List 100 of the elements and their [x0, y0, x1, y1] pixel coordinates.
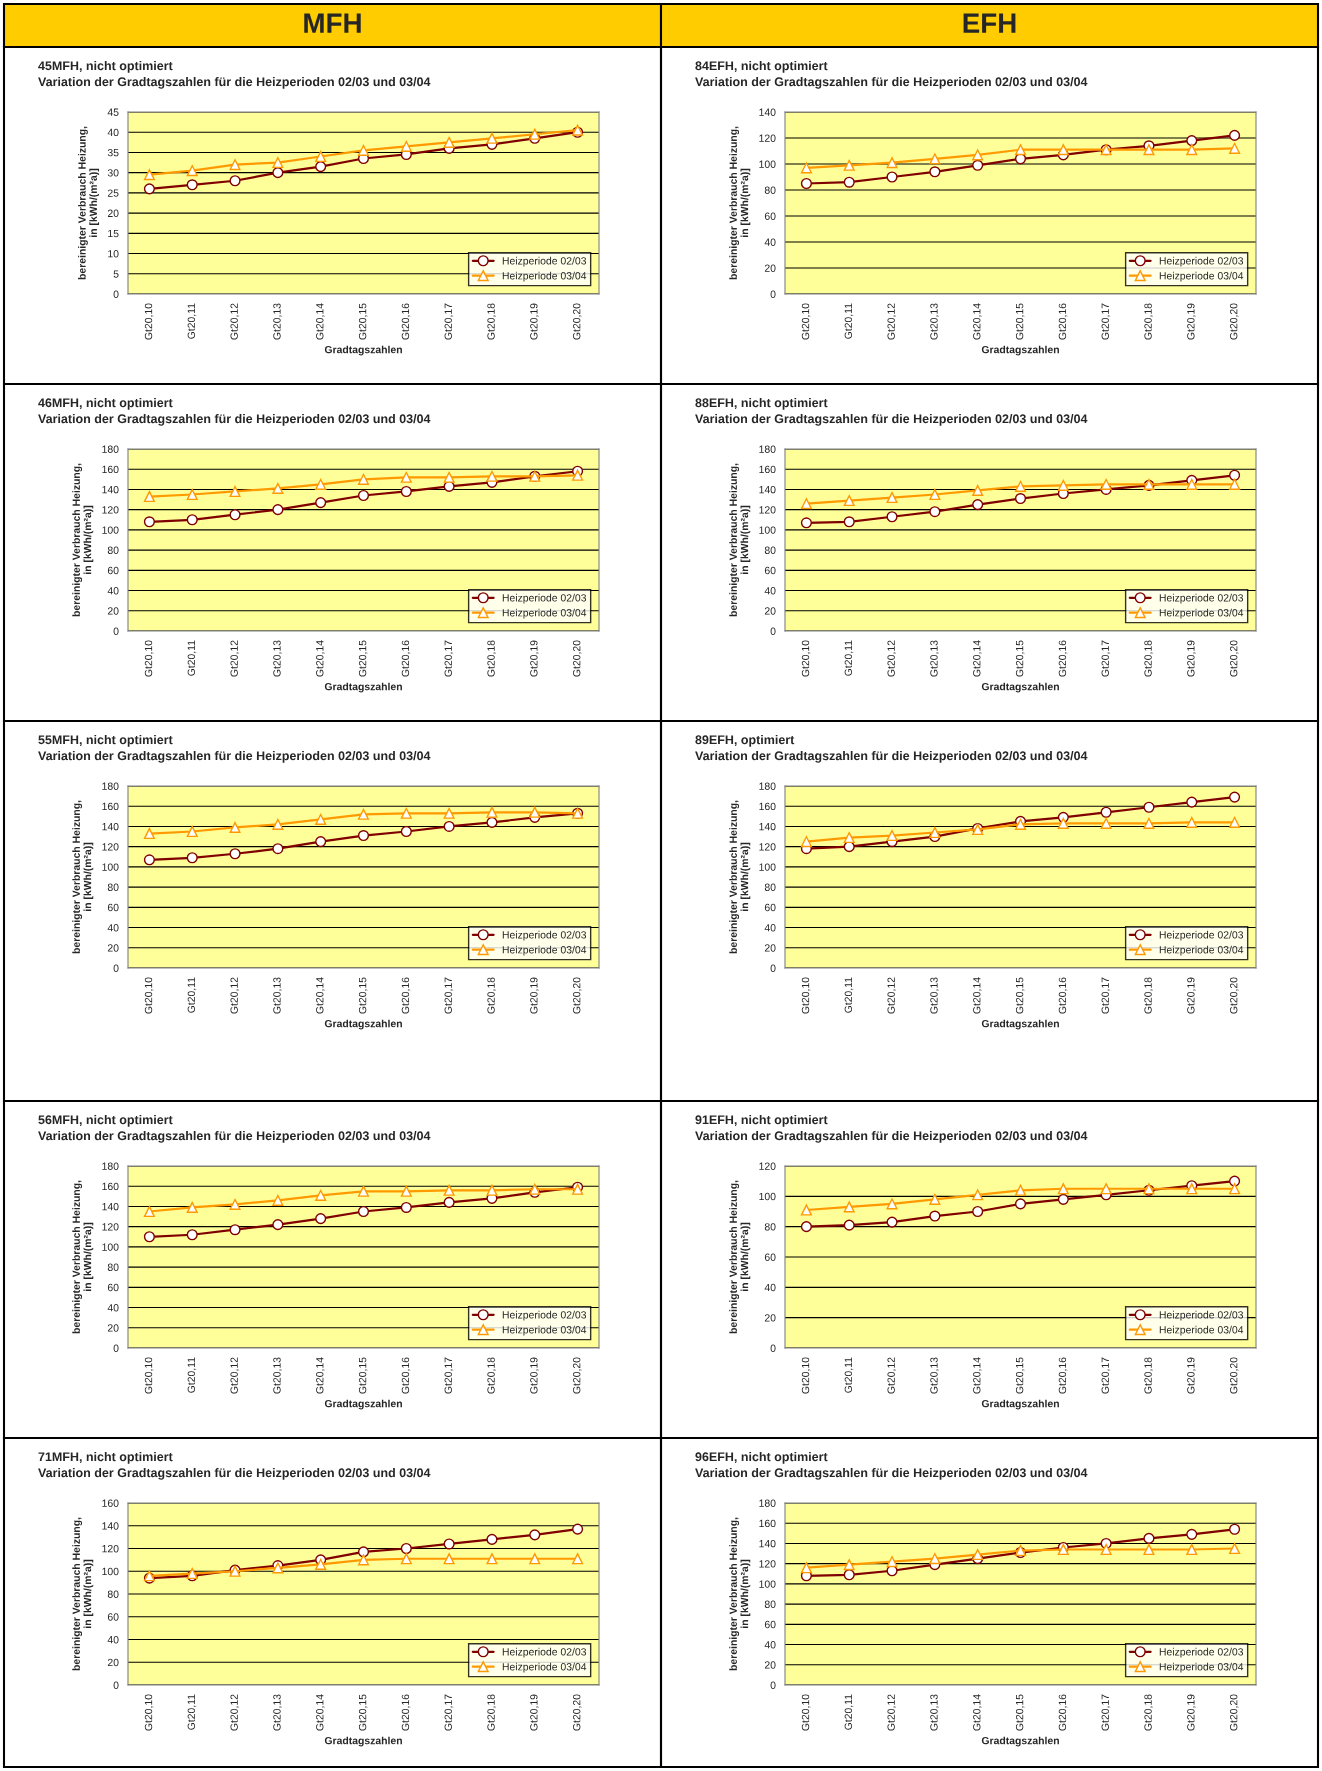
y-tick-label: 120 — [102, 1545, 119, 1553]
x-tick-label: Gt20,15 — [1015, 1694, 1025, 1731]
y-tick-label: 40 — [764, 924, 776, 932]
y-tick-label: 140 — [759, 822, 776, 831]
legend-label: Heizperiode 02/03 — [502, 1310, 587, 1321]
y-tick-label: 180 — [102, 445, 119, 453]
x-tick-label: Gt20,12 — [887, 1694, 897, 1731]
x-tick-label: Gt20,16 — [401, 640, 411, 677]
legend-label: Heizperiode 02/03 — [502, 256, 587, 267]
y-tick-label: 40 — [107, 1636, 119, 1644]
legend-label: Heizperiode 03/04 — [1159, 271, 1244, 282]
y-tick-label: 0 — [113, 1681, 119, 1689]
y-tick-label: 20 — [107, 1324, 119, 1332]
y-tick-label: 120 — [102, 1223, 119, 1231]
x-tick-label: Gt20,19 — [530, 1694, 539, 1731]
y-tick-label: 140 — [102, 485, 119, 494]
y-axis-title: bereinigter Verbrauch Heizung, in [kWh/(m²a)] — [729, 463, 751, 617]
y-axis-title: bereinigter Verbrauch Heizung, in [kWh/(m²a)] — [729, 126, 751, 280]
x-tick-label: Gt20,20 — [1230, 303, 1239, 340]
y-tick-label: 10 — [108, 250, 119, 258]
y-tick-label: 60 — [764, 212, 776, 220]
y-tick-label: 140 — [102, 822, 119, 831]
y-tick-label: 80 — [107, 1590, 119, 1598]
y-tick-label: 100 — [759, 1192, 776, 1201]
y-axis-title: bereinigter Verbrauch Heizung, in [kWh/(m²a)] — [72, 800, 94, 954]
x-tick-label: Gt20,17 — [1101, 1357, 1111, 1394]
chart-subtitle: Variation der Gradtagszahlen für die Heizperioden 02/03 und 03/04 — [38, 1468, 431, 1480]
y-tick-label: 0 — [770, 290, 776, 298]
x-tick-label: Gt20,17 — [444, 977, 454, 1014]
x-tick-label: Gt20,15 — [358, 640, 368, 677]
x-tick-label: Gt20,20 — [573, 1357, 582, 1394]
x-tick-label: Gt20,11 — [844, 977, 854, 1013]
x-tick-label: Gt20,17 — [1101, 640, 1111, 677]
chart-title: 56MFH, nicht optimiert — [38, 1115, 173, 1127]
chart-title: 71MFH, nicht optimiert — [38, 1452, 173, 1464]
legend-label: Heizperiode 03/04 — [502, 1325, 587, 1336]
x-tick-label: Gt20,15 — [1015, 1357, 1025, 1394]
y-tick-label: 100 — [102, 1567, 119, 1576]
x-tick-label: Gt20,13 — [273, 1694, 282, 1731]
chart-subtitle: Variation der Gradtagszahlen für die Heizperioden 02/03 und 03/04 — [695, 1468, 1088, 1480]
x-tick-label: Gt20,19 — [1187, 303, 1196, 340]
x-tick-label: Gt20,19 — [530, 977, 539, 1014]
x-tick-label: Gt20,13 — [273, 1357, 282, 1394]
y-tick-label: 40 — [107, 587, 119, 595]
y-tick-label: 80 — [107, 1263, 119, 1271]
x-tick-label: Gt20,19 — [530, 640, 539, 677]
legend-label: Heizperiode 03/04 — [1159, 1325, 1244, 1336]
y-tick-label: 25 — [107, 189, 119, 197]
x-tick-label: Gt20,19 — [1187, 977, 1196, 1014]
x-axis-title: Gradtagszahlen — [981, 345, 1059, 356]
y-tick-label: 180 — [102, 1162, 119, 1170]
y-axis-title: bereinigter Verbrauch Heizung, in [kWh/(m²a)] — [729, 800, 751, 954]
chart-title: 88EFH, nicht optimiert — [695, 398, 828, 410]
y-tick-label: 100 — [102, 863, 119, 871]
x-axis-title: Gradtagszahlen — [324, 1399, 402, 1410]
chart-subtitle: Variation der Gradtagszahlen für die Heizperioden 02/03 und 03/04 — [38, 751, 431, 763]
y-tick-label: 20 — [107, 209, 119, 217]
y-tick-label: 40 — [107, 924, 119, 932]
legend-label: Heizperiode 02/03 — [1159, 1310, 1244, 1321]
x-tick-label: Gt20,16 — [1058, 1357, 1068, 1394]
y-tick-label: 35 — [107, 148, 119, 157]
text: MFH — [304, 13, 361, 33]
x-tick-label: Gt20,12 — [230, 1357, 240, 1394]
y-tick-label: 140 — [102, 1202, 119, 1211]
chart-title: 96EFH, nicht optimiert — [695, 1452, 828, 1464]
legend-label: Heizperiode 03/04 — [1159, 945, 1244, 956]
x-tick-label: Gt20,14 — [973, 1357, 982, 1394]
x-tick-label: Gt20,18 — [1144, 1357, 1153, 1394]
y-tick-label: 40 — [764, 587, 776, 595]
y-tick-label: 120 — [102, 506, 119, 514]
y-tick-label: 60 — [107, 1613, 119, 1621]
x-tick-label: Gt20,16 — [1058, 1694, 1068, 1731]
y-axis-title: bereinigter Verbrauch Heizung, in [kWh/(m²a)] — [729, 1517, 751, 1671]
x-tick-label: Gt20,12 — [230, 1694, 240, 1731]
y-tick-label: 80 — [764, 1600, 776, 1608]
legend-label: Heizperiode 02/03 — [502, 1647, 587, 1658]
y-tick-label: 180 — [102, 782, 119, 790]
y-tick-label: 5 — [113, 270, 119, 278]
legend-label: Heizperiode 02/03 — [502, 593, 587, 604]
y-tick-label: 100 — [759, 1580, 776, 1588]
legend-label: Heizperiode 03/04 — [502, 1662, 587, 1673]
y-tick-label: 0 — [113, 290, 119, 298]
legend-label: Heizperiode 02/03 — [1159, 930, 1244, 941]
y-tick-label: 20 — [764, 944, 776, 952]
x-tick-label: Gt20,13 — [930, 977, 939, 1014]
y-tick-label: 40 — [764, 1641, 776, 1649]
y-tick-label: 0 — [113, 1344, 119, 1352]
y-tick-label: 100 — [102, 1243, 119, 1251]
x-tick-label: Gt20,17 — [1101, 303, 1111, 340]
x-tick-label: Gt20,12 — [230, 977, 240, 1014]
legend-label: Heizperiode 02/03 — [1159, 1647, 1244, 1658]
y-tick-label: 0 — [770, 1681, 776, 1689]
x-tick-label: Gt20,10 — [144, 640, 154, 677]
chart-subtitle: Variation der Gradtagszahlen für die Heizperioden 02/03 und 03/04 — [38, 414, 431, 426]
x-tick-label: Gt20,16 — [1058, 640, 1068, 677]
y-tick-label: 80 — [107, 883, 119, 891]
y-tick-label: 30 — [107, 169, 119, 177]
x-tick-label: Gt20,14 — [973, 303, 982, 340]
y-tick-label: 60 — [764, 1253, 776, 1261]
chart-subtitle: Variation der Gradtagszahlen für die Heizperioden 02/03 und 03/04 — [695, 414, 1088, 426]
